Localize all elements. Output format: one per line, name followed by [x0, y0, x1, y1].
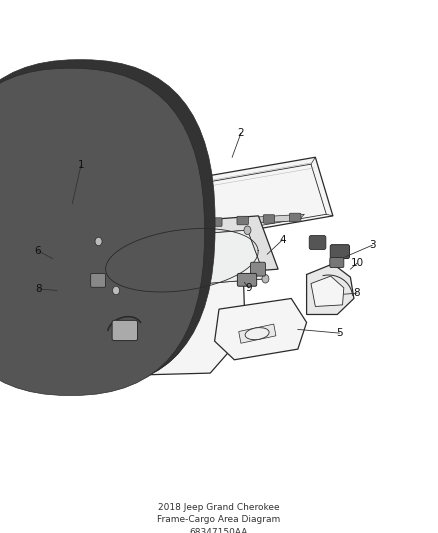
FancyBboxPatch shape [112, 320, 138, 341]
FancyBboxPatch shape [91, 273, 106, 287]
FancyBboxPatch shape [263, 215, 275, 223]
FancyBboxPatch shape [43, 255, 60, 269]
FancyBboxPatch shape [251, 262, 265, 276]
FancyBboxPatch shape [70, 220, 79, 230]
FancyBboxPatch shape [330, 257, 344, 268]
Polygon shape [58, 278, 192, 383]
Polygon shape [99, 230, 265, 290]
Polygon shape [13, 252, 120, 274]
Polygon shape [215, 298, 307, 360]
Polygon shape [35, 195, 140, 233]
Polygon shape [74, 214, 304, 233]
Circle shape [262, 274, 269, 283]
Circle shape [17, 272, 25, 282]
Text: 2: 2 [237, 128, 244, 138]
FancyBboxPatch shape [99, 214, 107, 224]
FancyBboxPatch shape [237, 273, 257, 286]
FancyBboxPatch shape [211, 218, 222, 227]
FancyBboxPatch shape [22, 251, 38, 260]
Text: 2018 Jeep Grand Cherokee
Frame-Cargo Area Diagram
68347150AA: 2018 Jeep Grand Cherokee Frame-Cargo Are… [157, 503, 281, 533]
Polygon shape [77, 293, 173, 368]
Polygon shape [307, 264, 354, 314]
FancyBboxPatch shape [0, 60, 215, 389]
FancyBboxPatch shape [309, 236, 326, 249]
Polygon shape [95, 307, 155, 354]
FancyBboxPatch shape [44, 248, 60, 257]
Text: 6: 6 [34, 246, 41, 255]
Text: 1: 1 [78, 160, 85, 170]
Polygon shape [311, 276, 344, 306]
FancyBboxPatch shape [330, 245, 350, 259]
FancyBboxPatch shape [84, 217, 93, 227]
Polygon shape [99, 230, 265, 290]
Circle shape [95, 237, 102, 246]
Polygon shape [111, 320, 138, 341]
Text: 4: 4 [279, 235, 286, 245]
FancyBboxPatch shape [290, 213, 301, 222]
Polygon shape [131, 157, 333, 248]
Polygon shape [9, 245, 245, 378]
FancyBboxPatch shape [66, 246, 81, 254]
FancyBboxPatch shape [21, 257, 38, 271]
FancyBboxPatch shape [237, 216, 248, 225]
Text: 9: 9 [245, 283, 252, 293]
FancyBboxPatch shape [158, 221, 170, 229]
Circle shape [17, 279, 25, 288]
Circle shape [244, 226, 251, 235]
Text: 3: 3 [369, 240, 376, 250]
Polygon shape [239, 324, 276, 343]
Text: 8: 8 [353, 288, 360, 298]
FancyBboxPatch shape [132, 222, 143, 231]
FancyBboxPatch shape [88, 243, 103, 252]
FancyBboxPatch shape [0, 68, 205, 395]
Polygon shape [79, 216, 278, 282]
Text: 10: 10 [350, 259, 364, 268]
Text: 8: 8 [35, 284, 42, 294]
FancyBboxPatch shape [113, 211, 121, 221]
FancyBboxPatch shape [106, 224, 117, 232]
Ellipse shape [245, 328, 269, 340]
FancyBboxPatch shape [65, 252, 82, 266]
Circle shape [17, 286, 25, 295]
FancyBboxPatch shape [87, 249, 104, 263]
Text: 5: 5 [336, 328, 343, 338]
Circle shape [113, 286, 120, 295]
FancyBboxPatch shape [79, 225, 91, 234]
FancyBboxPatch shape [127, 208, 136, 218]
FancyBboxPatch shape [184, 219, 196, 228]
